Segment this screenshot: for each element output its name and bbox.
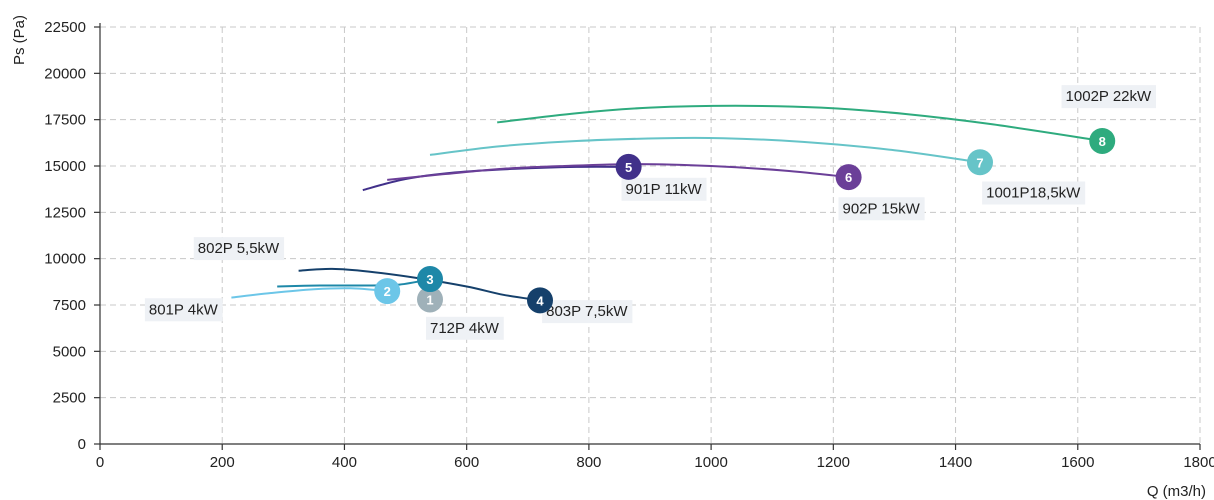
- marker-number: 8: [1099, 134, 1106, 149]
- y-tick-label: 5000: [53, 343, 86, 360]
- curve-labels: 712P 4kW 801P 4kW 802P 5,5kW 803P 7,5kW 901P…: [144, 85, 1157, 340]
- y-tick-label: 7500: [53, 297, 86, 314]
- curve-label-text: 901P 11kW: [626, 181, 703, 198]
- curve-label: 902P 15kW: [838, 197, 925, 221]
- x-axis-title: Q (m3/h): [1147, 483, 1206, 500]
- y-tick-label: 15000: [44, 158, 86, 175]
- curve-label-text: 1002P 22kW: [1066, 88, 1152, 105]
- label-background: [144, 298, 223, 322]
- label-background: [1061, 85, 1157, 109]
- marker-circle: [835, 164, 862, 191]
- curve-label: 1002P 22kW: [1061, 85, 1157, 109]
- series-curve: [277, 278, 431, 288]
- series-curve: [231, 287, 388, 299]
- series-curve: [497, 104, 1103, 142]
- marker-number: 1: [426, 292, 433, 307]
- x-tick-label: 1200: [817, 454, 850, 471]
- y-tick-label: 0: [78, 436, 86, 453]
- curve-label: 712P 4kW: [426, 316, 504, 340]
- x-tick-label: 1000: [694, 454, 727, 471]
- curve-marker: 1: [417, 286, 443, 313]
- marker-number: 2: [384, 284, 391, 299]
- y-tick-label: 2500: [53, 390, 86, 407]
- curve-label-text: 712P 4kW: [430, 320, 500, 337]
- curve-label: 803P 7,5kW: [542, 300, 633, 324]
- curve-label: 802P 5,5kW: [193, 237, 285, 261]
- marker-number: 7: [976, 155, 983, 170]
- curve-markers: 1 2 3 4 5 6 7 8: [374, 127, 1116, 314]
- series-curve: [429, 136, 981, 164]
- x-tick-label: 1600: [1061, 454, 1094, 471]
- x-tick-label: 200: [210, 454, 235, 471]
- y-tick-label: 12500: [44, 204, 86, 221]
- series-curve: [387, 163, 849, 181]
- curve-marker: 5: [615, 153, 642, 180]
- marker-circle: [417, 266, 443, 293]
- marker-circle: [417, 286, 443, 313]
- grid: [100, 26, 1201, 444]
- label-background: [542, 300, 633, 324]
- marker-circle: [527, 287, 553, 314]
- curve-label-text: 902P 15kW: [843, 200, 921, 217]
- curve-label-text: 801P 4kW: [149, 301, 219, 318]
- y-axis-title: Ps (Pa): [11, 15, 28, 65]
- x-tick-label: 1800: [1183, 454, 1214, 471]
- curve-marker: 7: [967, 149, 993, 176]
- label-background: [982, 181, 1086, 205]
- label-background: [193, 237, 285, 261]
- curve-label: 801P 4kW: [144, 298, 223, 322]
- marker-circle: [374, 278, 401, 305]
- marker-number: 5: [625, 160, 632, 175]
- x-tick-label: 1400: [939, 454, 972, 471]
- x-tick-label: 600: [454, 454, 479, 471]
- curve-label: 1001P18,5kW: [982, 181, 1086, 205]
- label-background: [426, 316, 504, 340]
- curve-marker: 6: [835, 164, 862, 191]
- curve-label-text: 803P 7,5kW: [546, 303, 628, 320]
- marker-circle: [967, 149, 993, 176]
- series: [231, 104, 1103, 302]
- marker-number: 3: [426, 272, 433, 287]
- x-tick-label: 0: [96, 454, 104, 471]
- y-tick-label: 17500: [44, 112, 86, 129]
- y-tick-label: 22500: [44, 19, 86, 36]
- axes: 0250050007500100001250015000175002000022…: [44, 19, 1214, 471]
- marker-circle: [615, 153, 642, 180]
- marker-number: 4: [536, 293, 544, 308]
- marker-number: 6: [845, 170, 852, 185]
- marker-circle: [1089, 127, 1116, 154]
- x-tick-label: 400: [332, 454, 357, 471]
- x-tick-label: 800: [576, 454, 601, 471]
- curve-label: 901P 11kW: [621, 177, 707, 201]
- curve-marker: 3: [417, 266, 443, 293]
- curve-label-text: 802P 5,5kW: [198, 240, 280, 257]
- y-tick-label: 20000: [44, 65, 86, 82]
- curve-marker: 4: [527, 287, 553, 314]
- y-tick-label: 10000: [44, 251, 86, 268]
- curve-label-text: 1001P18,5kW: [986, 185, 1081, 202]
- curve-marker: 8: [1089, 127, 1116, 154]
- curve-marker: 2: [374, 278, 401, 305]
- label-background: [838, 197, 925, 221]
- label-background: [621, 177, 707, 201]
